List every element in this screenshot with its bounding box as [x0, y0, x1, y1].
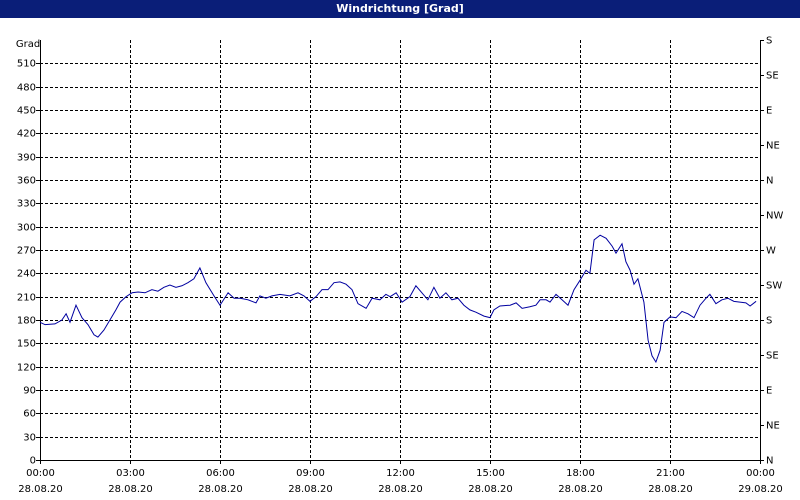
- x-tick-label: 15:00: [476, 468, 505, 479]
- y2-tick-label: S: [766, 316, 772, 327]
- x-tick-date: 28.08.20: [648, 484, 693, 495]
- x-tick-date: 28.08.20: [558, 484, 603, 495]
- y-tick-label: 180: [17, 316, 36, 327]
- x-tick-label: 09:00: [296, 468, 325, 479]
- y2-tick-label: NW: [766, 211, 783, 222]
- x-tick-date: 28.08.20: [108, 484, 153, 495]
- y-tick-label: 240: [17, 269, 36, 280]
- x-tick-label: 12:00: [386, 468, 415, 479]
- x-tick-date: 28.08.20: [288, 484, 333, 495]
- x-tick-label: 00:00: [26, 468, 55, 479]
- y-tick-label: 90: [23, 386, 36, 397]
- y-tick-label: 390: [17, 153, 36, 164]
- x-tick-date: 28.08.20: [18, 484, 63, 495]
- y-tick-label: 30: [23, 433, 36, 444]
- y2-tick-label: SE: [766, 71, 779, 82]
- x-tick-date: 28.08.20: [468, 484, 513, 495]
- x-tick-date: 28.08.20: [378, 484, 423, 495]
- y-tick-label: 450: [17, 106, 36, 117]
- y-tick-label: 210: [17, 293, 36, 304]
- y2-tick-label: N: [766, 456, 773, 467]
- y2-tick-label: SW: [766, 281, 782, 292]
- y2-tick-label: NE: [766, 421, 780, 432]
- y-tick-label: 120: [17, 363, 36, 374]
- x-tick-label: 06:00: [206, 468, 235, 479]
- y-tick-label: 360: [17, 176, 36, 187]
- title-bar: [0, 0, 800, 18]
- y-tick-label: 300: [17, 223, 36, 234]
- x-tick-label: 00:00: [746, 468, 775, 479]
- y-tick-label: 0: [30, 456, 36, 467]
- chart-title: Windrichtung [Grad]: [336, 2, 464, 15]
- y2-tick-label: NE: [766, 141, 780, 152]
- y2-tick-label: SE: [766, 351, 779, 362]
- y2-tick-label: S: [766, 36, 772, 47]
- y-tick-label: 330: [17, 199, 36, 210]
- y-tick-label: 270: [17, 246, 36, 257]
- y-tick-label: 150: [17, 339, 36, 350]
- x-tick-label: 18:00: [566, 468, 595, 479]
- y-tick-label: 420: [17, 129, 36, 140]
- y-tick-label: 510: [17, 59, 36, 70]
- y2-tick-label: N: [766, 176, 773, 187]
- y-axis-label: Grad: [16, 39, 40, 50]
- x-tick-label: 21:00: [656, 468, 685, 479]
- data-line: [39, 234, 757, 364]
- x-tick-date: 28.08.20: [198, 484, 243, 495]
- y-tick-label: 480: [17, 83, 36, 94]
- y2-tick-label: E: [766, 106, 772, 117]
- y2-tick-label: E: [766, 386, 772, 397]
- x-tick-label: 03:00: [116, 468, 145, 479]
- y-tick-label: 60: [23, 409, 36, 420]
- y2-tick-label: W: [766, 246, 776, 257]
- x-tick-date: 29.08.20: [738, 484, 783, 495]
